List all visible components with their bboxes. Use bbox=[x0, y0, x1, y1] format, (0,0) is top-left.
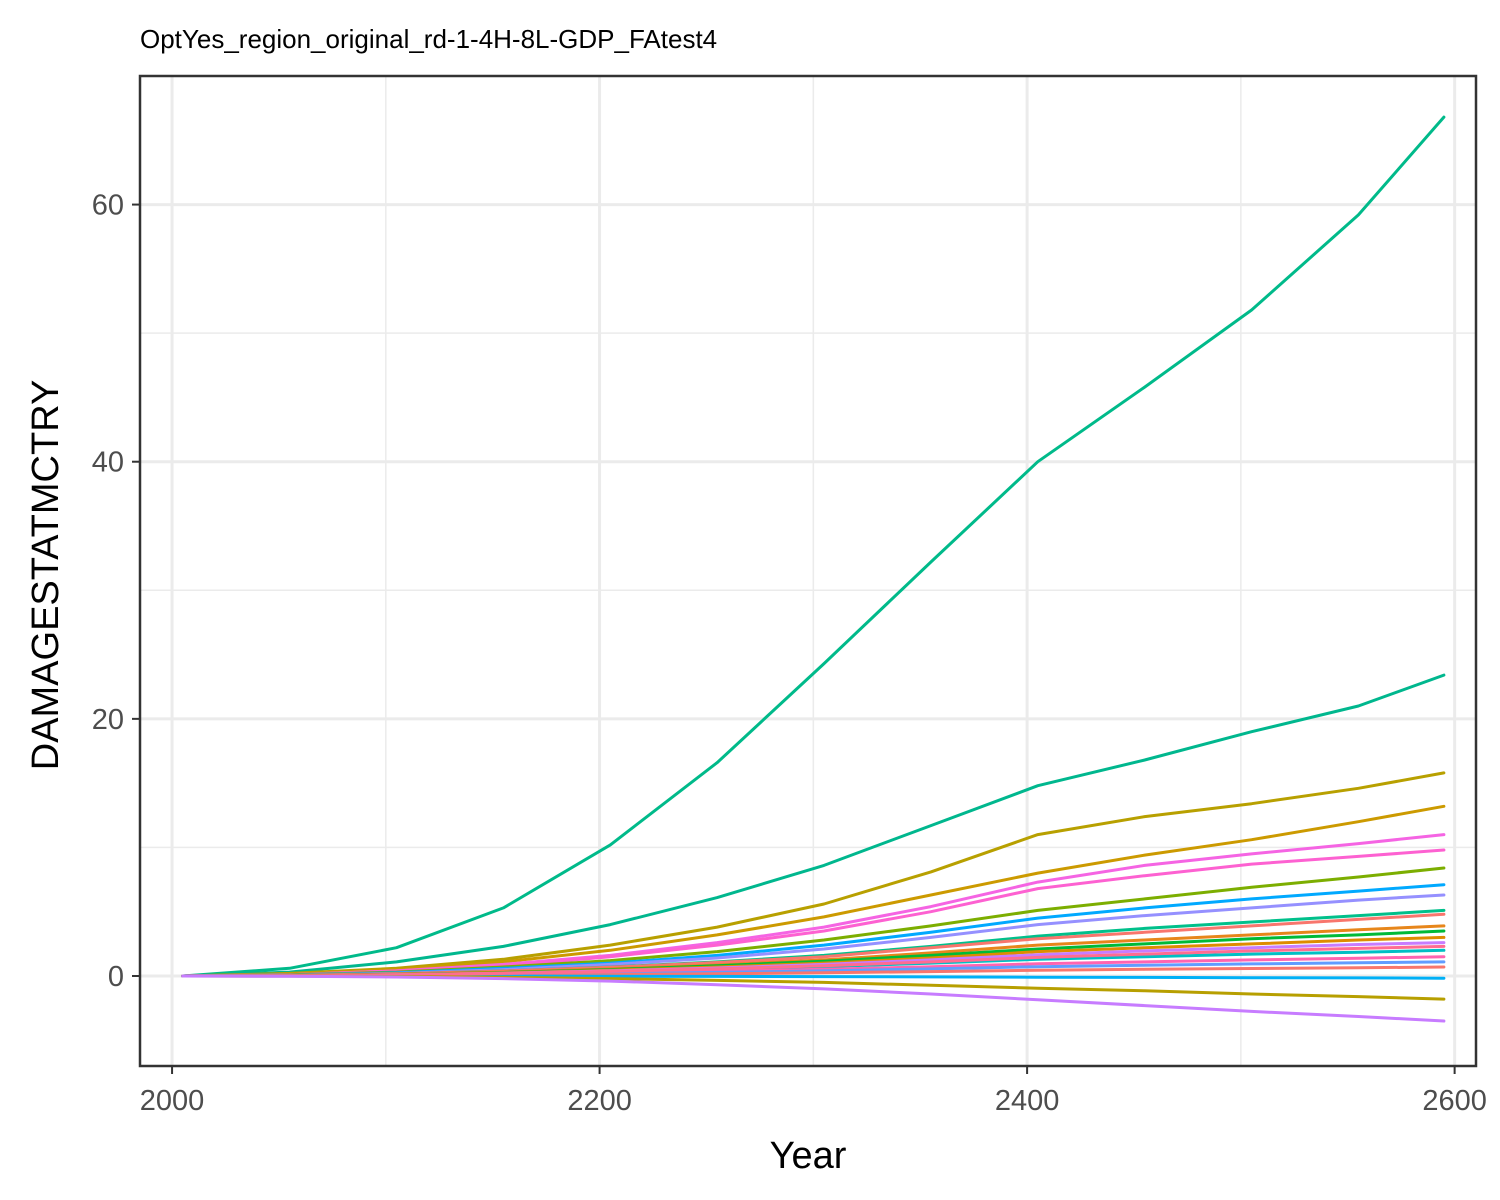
x-tick-label: 2200 bbox=[567, 1085, 632, 1117]
series-line-1 bbox=[181, 115, 1446, 978]
y-axis-title: DAMAGESTATMCTRY bbox=[25, 380, 67, 771]
axes: 2000 2200 2400 2600 0 20 40 60 bbox=[92, 190, 1487, 1117]
x-tick-label: 2400 bbox=[995, 1085, 1060, 1117]
y-tick-label: 40 bbox=[92, 447, 124, 479]
x-axis-title: Year bbox=[770, 1135, 847, 1177]
series-lines bbox=[181, 115, 1446, 1023]
x-tick-label: 2600 bbox=[1422, 1085, 1487, 1117]
x-tick-label: 2000 bbox=[140, 1085, 205, 1117]
y-tick-label: 0 bbox=[108, 961, 124, 993]
series-line-23 bbox=[181, 974, 1446, 1023]
series-line-21 bbox=[181, 944, 1446, 978]
series-line-2 bbox=[181, 673, 1446, 978]
chart-title: OptYes_region_original_rd-1-4H-8L-GDP_FA… bbox=[140, 24, 717, 54]
y-tick-label: 60 bbox=[92, 190, 124, 222]
plot-panel-border bbox=[138, 74, 1478, 1068]
y-tick-label: 20 bbox=[92, 704, 124, 736]
